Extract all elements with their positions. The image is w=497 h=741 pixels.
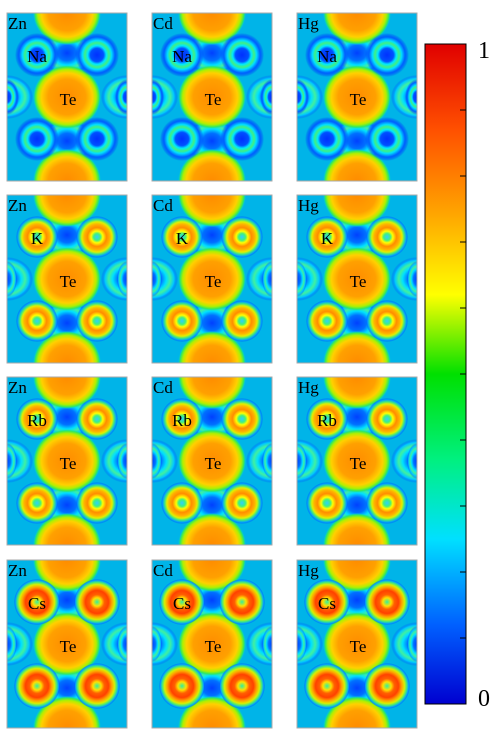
panel-te-label: Te [205, 454, 222, 473]
elf-panel-hg-k: HgK Te [296, 194, 418, 364]
panel-te-label: Te [60, 637, 77, 656]
panel-alkali-label: Rb [172, 411, 192, 430]
panel-metal-label: Hg [298, 378, 319, 397]
panel-alkali-label: K [31, 229, 44, 248]
colorbar-min-label: 0 [478, 686, 490, 712]
elf-panel-cd-na: Cd Na Te [151, 12, 273, 182]
panel-te-label: Te [60, 272, 77, 291]
colorbar-max-label: 1 [478, 38, 490, 64]
panel-alkali-label: Rb [27, 411, 47, 430]
panel-grid: ZnNaTeCdNaTeHgNaTeZnKTeCdKTeHgKTeZnRbTeC… [6, 12, 418, 729]
panel-metal-label: Hg [298, 561, 319, 580]
panel-metal-label: Zn [8, 196, 27, 215]
panel-metal-label: Cd [153, 14, 173, 33]
panel-metal-label: Cd [153, 378, 173, 397]
panel-alkali-label: Na [172, 47, 192, 66]
panel-te-label: Te [350, 454, 367, 473]
panel-metal-label: Hg [298, 14, 319, 33]
panel-alkali-label: K [176, 229, 189, 248]
panel-alkali-label: Na [317, 47, 337, 66]
colorbar: 1 0 [424, 38, 490, 712]
elf-panel-zn-k: ZnK Te [6, 194, 128, 364]
panel-metal-label: Zn [8, 14, 27, 33]
elf-panel-cd-rb: Cd Rb Te [151, 376, 273, 546]
panel-te-label: Te [60, 454, 77, 473]
panel-te-label: Te [350, 272, 367, 291]
elf-panel-hg-cs: Hg Cs Te [296, 559, 418, 729]
panel-te-label: Te [205, 637, 222, 656]
panel-metal-label: Cd [153, 561, 173, 580]
panel-te-label: Te [350, 637, 367, 656]
panel-alkali-label: Cs [28, 594, 46, 613]
elf-panel-hg-na: Hg Na Te [296, 12, 418, 182]
panel-metal-label: Zn [8, 561, 27, 580]
panel-alkali-label: Na [27, 47, 47, 66]
colorbar-gradient [424, 43, 467, 705]
colorbar-ticks [460, 109, 466, 639]
panel-alkali-label: K [321, 229, 334, 248]
elf-panel-hg-rb: Hg Rb Te [296, 376, 418, 546]
elf-panel-cd-k: CdK Te [151, 194, 273, 364]
panel-te-label: Te [60, 90, 77, 109]
panel-alkali-label: Cs [318, 594, 336, 613]
panel-alkali-label: Rb [317, 411, 337, 430]
panel-metal-label: Zn [8, 378, 27, 397]
panel-te-label: Te [205, 90, 222, 109]
panel-te-label: Te [205, 272, 222, 291]
panel-metal-label: Hg [298, 196, 319, 215]
panel-te-label: Te [350, 90, 367, 109]
panel-metal-label: Cd [153, 196, 173, 215]
panel-alkali-label: Cs [173, 594, 191, 613]
